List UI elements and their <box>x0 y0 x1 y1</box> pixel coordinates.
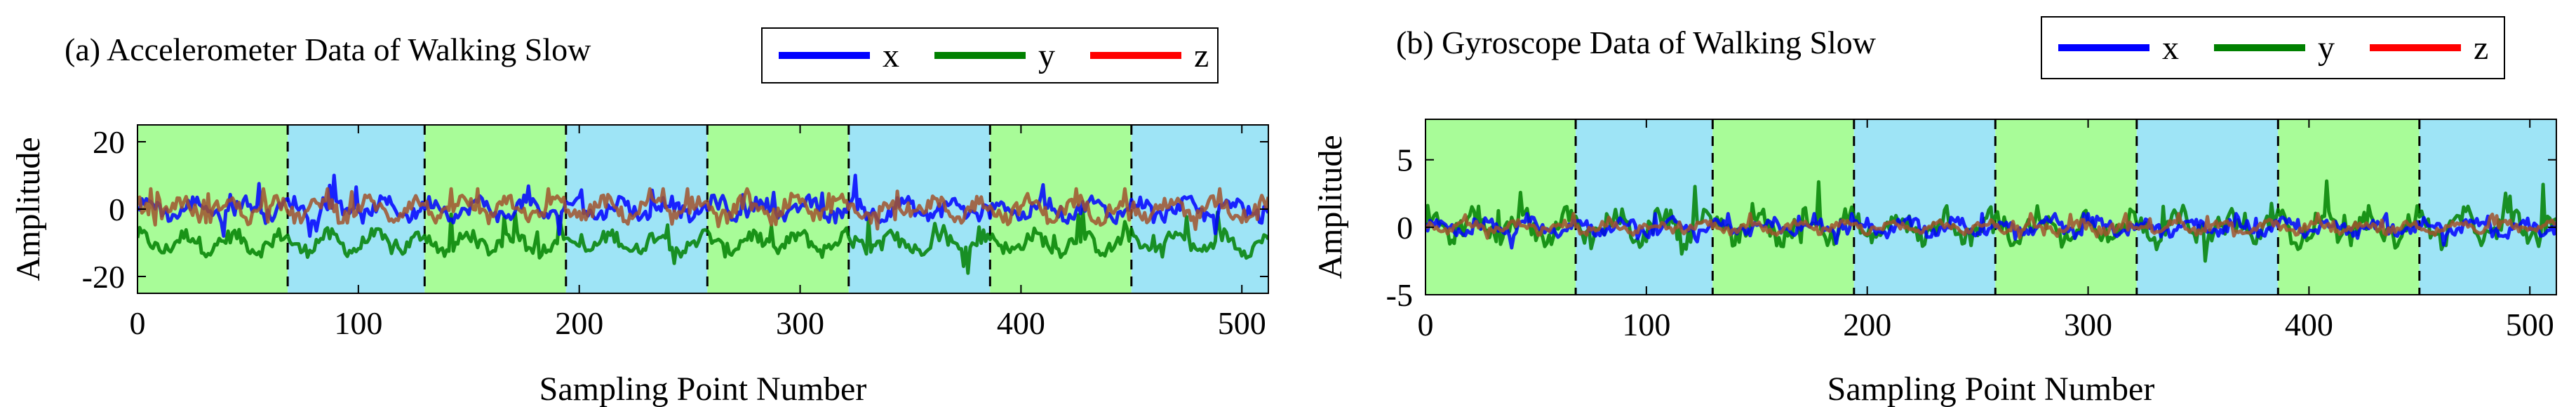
series-line-y <box>137 207 1268 275</box>
segment-boundaries <box>1574 119 2421 295</box>
x-ticks: 0 100 200 300 400 500 <box>1418 119 2554 342</box>
x-tick-label: 500 <box>2506 307 2554 342</box>
y-tick-label: -5 <box>1386 277 1413 313</box>
segment-band <box>2419 119 2556 295</box>
y-tick-label: 0 <box>109 192 125 227</box>
legend-label-x: x <box>883 37 899 74</box>
series-line-x <box>1425 212 2556 250</box>
x-tick-label: 300 <box>2064 307 2112 342</box>
legend-label-x: x <box>2162 29 2179 67</box>
chart-title: (b) Gyroscope Data of Walking Slow <box>1396 25 1877 60</box>
y-tick-label: 0 <box>1397 210 1413 246</box>
x-tick-label: 300 <box>776 305 824 341</box>
x-tick-label: 100 <box>1622 307 1670 342</box>
legend-label-y: y <box>1038 37 1055 74</box>
y-tick-label: 5 <box>1397 142 1413 178</box>
segment-band <box>1576 119 1713 295</box>
segment-band <box>2136 119 2279 295</box>
series-line-z <box>1425 212 2556 240</box>
x-tick-label: 100 <box>334 305 382 341</box>
y-ticks: -20 0 20 <box>82 124 1268 295</box>
y-tick-label: -20 <box>82 259 125 295</box>
x-axis-label: Sampling Point Number <box>539 371 867 407</box>
x-ticks: 0 100 200 300 400 500 <box>130 125 1266 341</box>
data-lines <box>137 173 1268 275</box>
x-tick-label: 500 <box>1218 305 1266 341</box>
legend-label-z: z <box>1194 37 1209 74</box>
data-lines <box>1425 179 2556 263</box>
segment-band <box>1853 119 1996 295</box>
chart-title: (a) Accelerometer Data of Walking Slow <box>65 32 591 67</box>
segment-band <box>1712 119 1854 295</box>
series-line-x <box>137 173 1268 238</box>
segment-bands <box>1425 119 2556 295</box>
segment-band <box>1425 119 1576 295</box>
legend: x y z <box>761 27 1219 84</box>
legend-label-y: y <box>2318 29 2335 67</box>
x-tick-label: 0 <box>130 305 146 341</box>
gyroscope-chart: 0 100 200 300 400 500 -505 (b) Gyroscope Data… <box>1312 16 2557 407</box>
x-tick-label: 400 <box>2285 307 2333 342</box>
y-ticks: -5 0 5 <box>1386 142 2556 313</box>
y-tick-label: 20 <box>93 124 125 160</box>
x-axis-label: Sampling Point Number <box>1827 371 2155 407</box>
x-tick-label: 0 <box>1418 307 1434 342</box>
legend: x y z <box>2041 16 2505 79</box>
x-tick-label: 400 <box>997 305 1045 341</box>
y-axis-label: Amplitude <box>1312 135 1349 279</box>
x-tick-label: 200 <box>1843 307 1891 342</box>
segment-band <box>1995 119 2137 295</box>
x-tick-label: 200 <box>555 305 603 341</box>
y-axis-label: Amplitude <box>10 137 47 281</box>
plot-frame <box>1425 119 2557 295</box>
segment-band <box>2278 119 2420 295</box>
series-line-y <box>1425 179 2556 263</box>
series-line-z <box>137 187 1268 232</box>
legend-label-z: z <box>2474 29 2488 67</box>
